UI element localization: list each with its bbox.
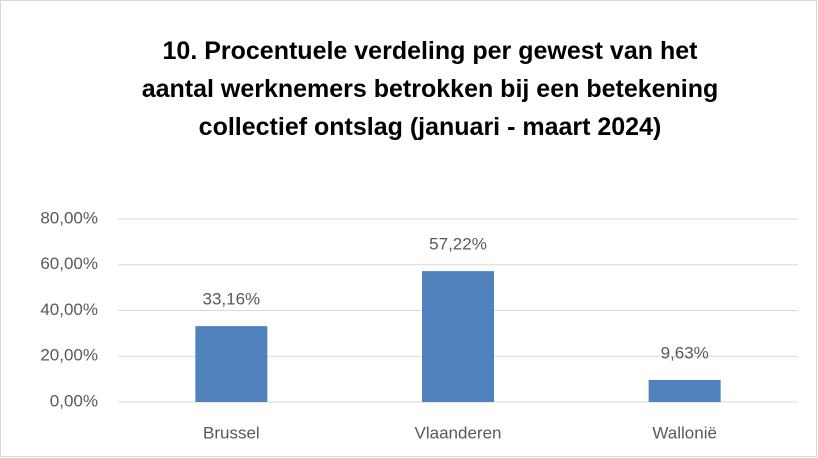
- data-label: 9,63%: [661, 343, 709, 362]
- bar: [422, 271, 494, 402]
- x-tick-label: Vlaanderen: [415, 423, 502, 442]
- bar: [195, 326, 268, 402]
- data-label: 57,22%: [429, 235, 487, 254]
- data-label: 33,16%: [202, 290, 260, 309]
- y-tick-label: 20,00%: [40, 346, 98, 365]
- y-tick-label: 60,00%: [40, 254, 98, 273]
- title-line: 10. Procentuele verdeling per gewest van…: [163, 37, 699, 65]
- y-tick-label: 0,00%: [50, 391, 98, 410]
- y-tick-label: 40,00%: [40, 300, 98, 319]
- bar: [648, 379, 721, 402]
- x-tick-label: Wallonië: [652, 423, 717, 442]
- chart-title: 10. Procentuele verdeling per gewest van…: [142, 37, 719, 141]
- y-tick-label: 80,00%: [40, 208, 98, 227]
- title-line: aantal werknemers betrokken bij een bete…: [142, 75, 719, 103]
- title-line: collectief ontslag (januari - maart 2024…: [199, 113, 662, 141]
- x-tick-label: Brussel: [203, 423, 260, 442]
